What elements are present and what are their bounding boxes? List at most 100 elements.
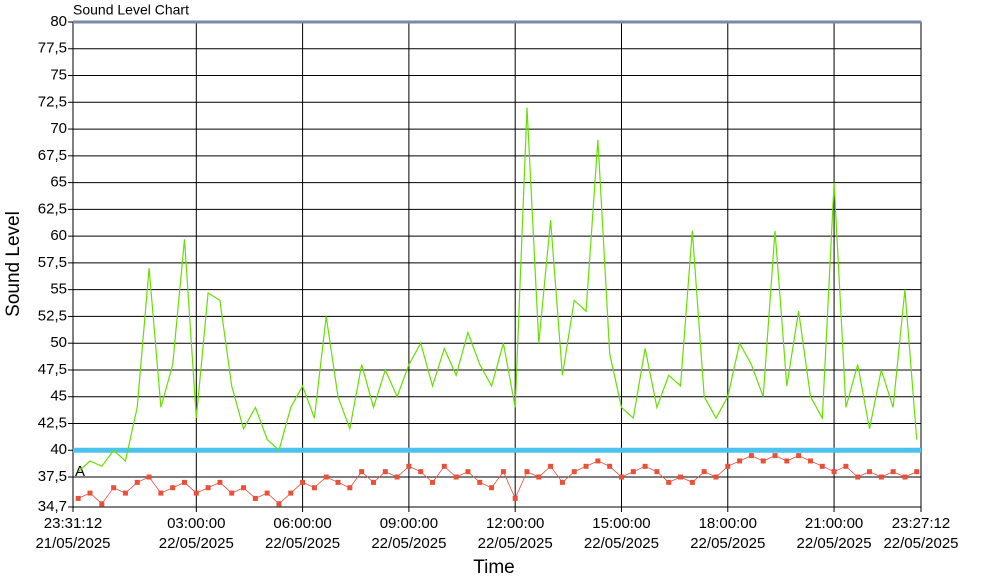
x-tick-label: 23:27:12 22/05/2025 [883, 515, 959, 552]
y-tick-label: 34,7 [38, 498, 67, 515]
point-marker [193, 490, 199, 496]
x-tick-label: 23:31:12 21/05/2025 [35, 515, 111, 552]
y-tick-label: 70 [50, 120, 67, 137]
point-marker [618, 474, 624, 480]
x-tick-label: 09:00:00 22/05/2025 [371, 515, 447, 552]
y-tick-label: 80 [50, 13, 67, 30]
point-marker [784, 458, 790, 464]
point-marker [890, 469, 896, 475]
y-tick-label: 55 [50, 281, 67, 298]
x-tick-label: 06:00:00 22/05/2025 [265, 515, 341, 552]
point-marker [772, 453, 778, 459]
x-tick-label: 21:00:00 22/05/2025 [796, 515, 872, 552]
point-marker [418, 469, 424, 475]
point-marker [300, 479, 306, 485]
x-tick-label: 12:00:00 22/05/2025 [477, 515, 553, 552]
point-marker [347, 485, 353, 491]
point-marker [430, 479, 436, 485]
point-marker [855, 474, 861, 480]
y-tick-label: 65 [50, 174, 67, 191]
point-marker [536, 474, 542, 480]
point-marker [867, 469, 873, 475]
x-axis-label: Time [473, 557, 515, 578]
y-tick-label: 62,5 [38, 200, 67, 217]
point-marker [701, 469, 707, 475]
point-marker [382, 469, 388, 475]
point-marker [666, 479, 672, 485]
point-marker [477, 479, 483, 485]
y-tick-label: 50 [50, 334, 67, 351]
point-marker [607, 463, 613, 469]
point-marker [323, 474, 329, 480]
point-marker [288, 490, 294, 496]
point-marker [902, 474, 908, 480]
point-marker [146, 474, 152, 480]
point-marker [170, 485, 176, 491]
point-marker [394, 474, 400, 480]
chart-title: Sound Level Chart [73, 2, 189, 18]
annotation: A [75, 463, 85, 480]
point-marker [441, 463, 447, 469]
point-marker [453, 474, 459, 480]
point-marker [571, 469, 577, 475]
point-marker [205, 485, 211, 491]
point-marker [181, 479, 187, 485]
point-marker [819, 463, 825, 469]
point-marker [335, 479, 341, 485]
point-marker [642, 463, 648, 469]
point-marker [111, 485, 117, 491]
point-marker [99, 501, 105, 507]
y-tick-label: 57,5 [38, 254, 67, 271]
point-marker [678, 474, 684, 480]
point-marker [524, 469, 530, 475]
series-line [77, 107, 918, 473]
point-marker [264, 490, 270, 496]
plot-area [72, 21, 922, 508]
point-marker [276, 501, 282, 507]
point-marker [217, 479, 223, 485]
point-marker [370, 479, 376, 485]
point-marker [843, 463, 849, 469]
point-marker [122, 490, 128, 496]
point-marker [134, 479, 140, 485]
point-marker [87, 490, 93, 496]
point-marker [807, 458, 813, 464]
point-marker [748, 453, 754, 459]
point-marker [75, 495, 81, 501]
point-marker [158, 490, 164, 496]
point-marker [689, 479, 695, 485]
x-tick-label: 18:00:00 22/05/2025 [690, 515, 766, 552]
point-marker [654, 469, 660, 475]
y-tick-label: 47,5 [38, 361, 67, 378]
point-marker [406, 463, 412, 469]
point-marker [559, 479, 565, 485]
y-axis-label: Sound Level [3, 211, 24, 317]
point-marker [595, 458, 601, 464]
point-marker [311, 485, 317, 491]
point-marker [831, 469, 837, 475]
y-tick-label: 75 [50, 67, 67, 84]
point-marker [796, 453, 802, 459]
point-marker [512, 495, 518, 501]
y-tick-label: 77,5 [38, 40, 67, 57]
point-marker [760, 458, 766, 464]
point-marker [489, 485, 495, 491]
point-marker [713, 474, 719, 480]
y-tick-label: 40 [50, 441, 67, 458]
point-marker [914, 469, 920, 475]
point-marker [630, 469, 636, 475]
x-tick-label: 03:00:00 22/05/2025 [158, 515, 234, 552]
point-marker [725, 463, 731, 469]
y-tick-label: 67,5 [38, 147, 67, 164]
point-marker [465, 469, 471, 475]
point-marker [359, 469, 365, 475]
point-marker [500, 469, 506, 475]
y-tick-label: 45 [50, 388, 67, 405]
point-marker [737, 458, 743, 464]
y-tick-label: 60 [50, 227, 67, 244]
y-tick-label: 37,5 [38, 468, 67, 485]
point-marker [229, 490, 235, 496]
point-marker [583, 463, 589, 469]
